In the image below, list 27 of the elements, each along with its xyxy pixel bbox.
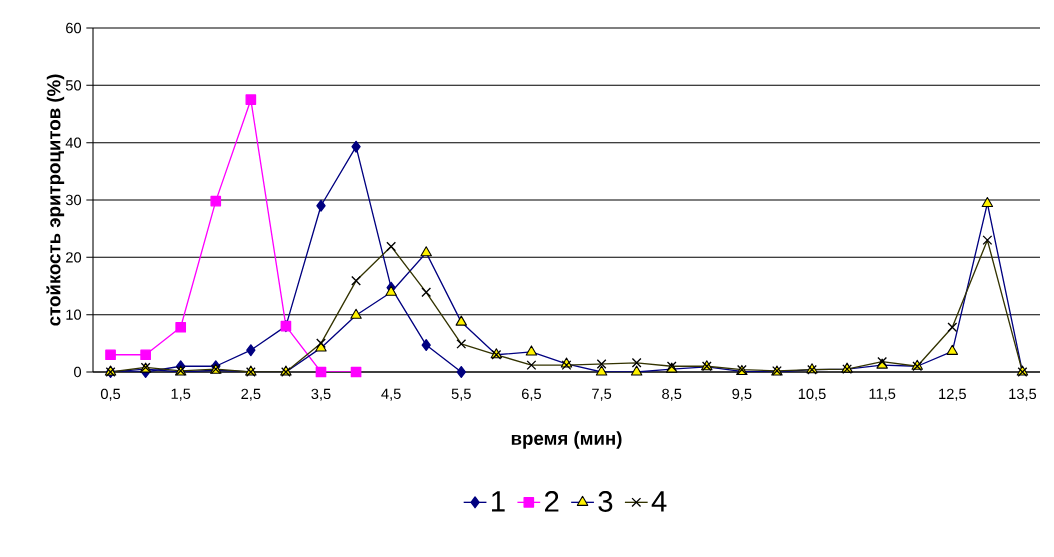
legend-label: 2 xyxy=(545,491,559,512)
x-tick-label: 5,5 xyxy=(451,388,471,401)
y-tick-label: 10 xyxy=(66,309,82,320)
x-tick-label: 11,5 xyxy=(869,388,896,401)
y-tick-label: 40 xyxy=(65,137,82,148)
y-tick-label: 30 xyxy=(65,194,82,206)
x-tick-label: 3,5 xyxy=(311,388,331,401)
y-axis-title: стойкость эритроцитов (%) xyxy=(46,74,65,326)
y-tick-label: 50 xyxy=(65,80,82,91)
legend-label: 3 xyxy=(598,491,613,512)
y-tick-label: 60 xyxy=(66,22,82,34)
x-tick-label: 4,5 xyxy=(381,388,401,401)
x-axis-title: время (мин) xyxy=(511,431,622,449)
x-tick-label: 10,5 xyxy=(798,388,826,401)
x-tick-label: 12,5 xyxy=(939,388,966,401)
x-tick-label: 13,5 xyxy=(1009,388,1037,401)
x-tick-label: 7,5 xyxy=(592,388,612,401)
y-tick-label: 20 xyxy=(66,252,82,263)
x-tick-label: 9,5 xyxy=(732,388,752,401)
x-tick-label: 0,5 xyxy=(100,388,121,401)
legend-label: 1 xyxy=(492,491,505,512)
y-tick-label: 0 xyxy=(74,366,82,378)
x-tick-label: 1,5 xyxy=(171,388,191,401)
x-tick-label: 8,5 xyxy=(662,388,682,401)
x-tick-label: 2,5 xyxy=(241,388,261,401)
legend-label: 4 xyxy=(651,491,667,512)
x-tick-label: 6,5 xyxy=(521,388,541,401)
